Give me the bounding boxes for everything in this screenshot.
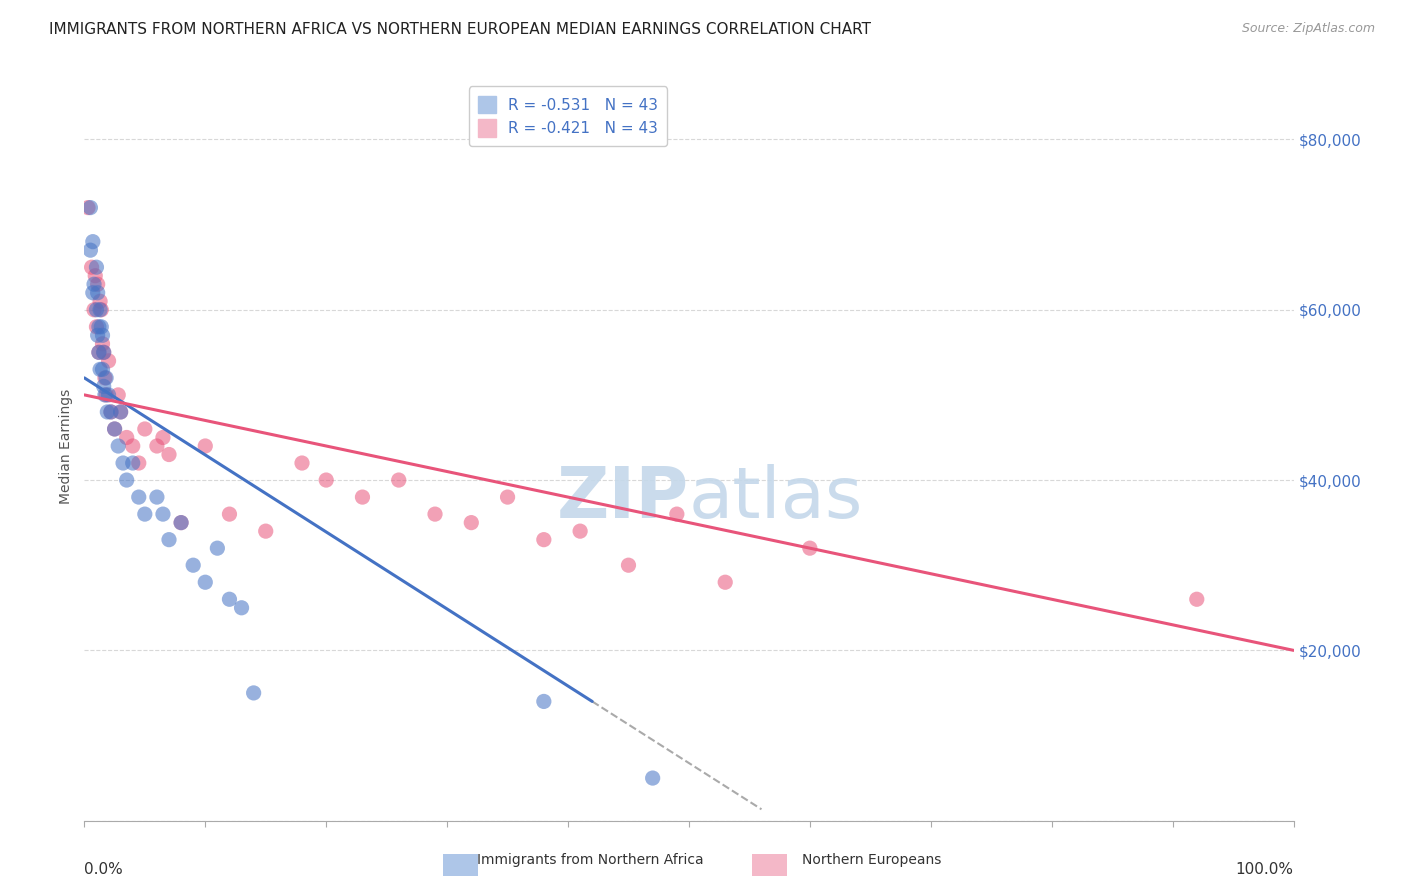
Point <box>170 516 193 530</box>
Point <box>112 456 135 470</box>
Point <box>194 575 217 590</box>
Point <box>93 345 115 359</box>
Point <box>315 473 337 487</box>
Point <box>533 533 555 547</box>
Text: ZIP: ZIP <box>557 464 689 533</box>
Point <box>496 490 519 504</box>
Text: 0.0%: 0.0% <box>84 862 124 877</box>
Point <box>460 516 482 530</box>
Point <box>86 328 108 343</box>
Point <box>104 422 127 436</box>
Point <box>86 302 108 317</box>
Point <box>218 592 240 607</box>
Point <box>100 405 122 419</box>
Point <box>79 243 101 257</box>
Point <box>194 439 217 453</box>
Point <box>94 388 117 402</box>
Point <box>89 362 111 376</box>
Point <box>104 422 127 436</box>
Point <box>84 268 107 283</box>
Point <box>617 558 640 573</box>
Point <box>87 345 110 359</box>
Point <box>641 771 664 785</box>
Point <box>93 345 115 359</box>
Point <box>107 388 129 402</box>
Point <box>86 285 108 300</box>
Y-axis label: Median Earnings: Median Earnings <box>59 388 73 504</box>
Point <box>146 439 169 453</box>
Point <box>90 319 112 334</box>
Point <box>388 473 411 487</box>
Text: Immigrants from Northern Africa: Immigrants from Northern Africa <box>477 853 704 867</box>
Point <box>87 319 110 334</box>
Point <box>87 345 110 359</box>
Point <box>83 302 105 317</box>
Point <box>82 285 104 300</box>
Point <box>110 405 132 419</box>
Point <box>352 490 374 504</box>
Point <box>146 490 169 504</box>
Point <box>82 235 104 249</box>
Point <box>110 405 132 419</box>
Point <box>94 371 117 385</box>
Point <box>97 388 120 402</box>
Text: 100.0%: 100.0% <box>1236 862 1294 877</box>
Point <box>96 405 118 419</box>
Point <box>157 533 180 547</box>
Point <box>121 439 143 453</box>
Point <box>77 201 100 215</box>
Point <box>152 430 174 444</box>
Text: Source: ZipAtlas.com: Source: ZipAtlas.com <box>1241 22 1375 36</box>
Point <box>91 328 114 343</box>
Point <box>80 260 103 275</box>
Point <box>254 524 277 538</box>
Text: IMMIGRANTS FROM NORTHERN AFRICA VS NORTHERN EUROPEAN MEDIAN EARNINGS CORRELATION: IMMIGRANTS FROM NORTHERN AFRICA VS NORTH… <box>49 22 872 37</box>
Point <box>181 558 204 573</box>
Point <box>97 354 120 368</box>
Point <box>90 302 112 317</box>
Point <box>94 371 117 385</box>
Point <box>91 336 114 351</box>
Text: Northern Europeans: Northern Europeans <box>801 853 942 867</box>
Point <box>231 600 253 615</box>
Point <box>1185 592 1208 607</box>
Point <box>115 473 138 487</box>
Point <box>107 439 129 453</box>
Legend: R = -0.531   N = 43, R = -0.421   N = 43: R = -0.531 N = 43, R = -0.421 N = 43 <box>468 87 668 146</box>
Point <box>152 507 174 521</box>
Text: atlas: atlas <box>689 464 863 533</box>
Point <box>128 490 150 504</box>
Point <box>93 379 115 393</box>
Point <box>134 507 156 521</box>
Point <box>86 277 108 292</box>
Point <box>91 362 114 376</box>
Point <box>569 524 592 538</box>
Point <box>89 294 111 309</box>
Point <box>83 277 105 292</box>
Point <box>128 456 150 470</box>
Point <box>218 507 240 521</box>
Point <box>170 516 193 530</box>
Point <box>242 686 264 700</box>
Point <box>291 456 314 470</box>
Point <box>86 319 108 334</box>
Point <box>423 507 446 521</box>
Point <box>121 456 143 470</box>
Point <box>207 541 229 556</box>
Point <box>134 422 156 436</box>
Point <box>89 302 111 317</box>
Point <box>799 541 821 556</box>
Point <box>86 260 108 275</box>
Point <box>665 507 688 521</box>
Point <box>100 405 122 419</box>
Point <box>533 694 555 708</box>
Point <box>714 575 737 590</box>
Point <box>79 201 101 215</box>
Point <box>94 388 117 402</box>
Point <box>115 430 138 444</box>
Point <box>157 448 180 462</box>
